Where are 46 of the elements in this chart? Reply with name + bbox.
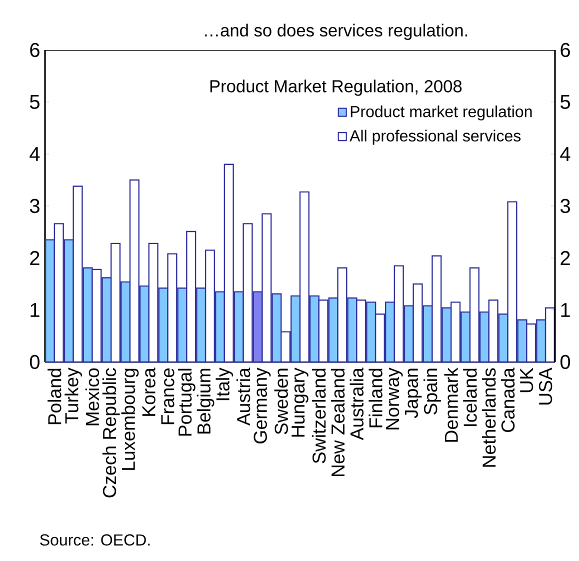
x-tick-label: Germany <box>254 368 271 444</box>
source-note: Source: OECD. <box>40 534 150 546</box>
text: Product Market Regulation, 2008 <box>210 80 462 96</box>
x-tick-label: USA <box>538 368 552 405</box>
x-tick-label: Belgium <box>196 368 214 434</box>
y2-tick-label: 1 <box>30 303 40 317</box>
y-tick-label: 5 <box>560 95 570 109</box>
y-tick-label: 2 <box>560 251 570 265</box>
y2-tick-label: 5 <box>30 95 40 109</box>
x-tick-label: Japan <box>404 368 422 418</box>
x-tick-label: Finland <box>368 368 382 428</box>
legend-label: All professional services <box>350 130 521 145</box>
y-tick-label: 1 <box>561 303 570 317</box>
y2-tick-label: 2 <box>30 251 40 265</box>
x-tick-label: Luxembourg <box>121 368 139 470</box>
x-tick-label: Austria <box>236 368 250 426</box>
x-tick-label: Poland <box>48 368 62 424</box>
x-tick-label: Turkey <box>64 368 82 424</box>
x-tick-label: Czech Republic <box>102 368 120 498</box>
y2-tick-label: 3 <box>30 198 40 214</box>
y-tick-label: 0 <box>560 354 570 370</box>
x-tick-label: Iceland <box>463 368 477 426</box>
x-tick-label: UK <box>520 368 534 392</box>
x-tick-label: New Zealand <box>330 368 345 476</box>
x-tick-label: Hungary <box>292 368 308 437</box>
y2-tick-label: 6 <box>30 42 40 58</box>
chart-title: …and so does services regulation. <box>205 24 468 40</box>
x-tick-label: Canada <box>500 368 515 432</box>
y-tick-label: 6 <box>560 42 570 58</box>
x-tick-label: Mexico <box>85 368 100 426</box>
y2-tick-label: 4 <box>30 147 40 161</box>
x-tick-label: France <box>161 368 174 424</box>
x-tick-label: Netherlands <box>482 368 496 467</box>
x-tick-label: Portugal <box>178 368 196 436</box>
x-tick-label: Switzerland <box>312 368 326 464</box>
x-tick-label: Sweden <box>274 368 288 434</box>
y2-tick-label: 0 <box>30 354 40 370</box>
x-tick-label: Italy <box>216 368 234 400</box>
x-tick-label: Denmark <box>444 368 458 442</box>
x-tick-label: Spain <box>424 368 441 414</box>
x-tick-label: Norway <box>386 368 403 430</box>
y-tick-label: 4 <box>560 147 570 161</box>
x-tick-label: Australia <box>350 368 364 440</box>
x-tick-label: Korea <box>142 368 156 416</box>
y-tick-label: 3 <box>560 198 570 214</box>
legend-label: Product market regulation <box>350 106 532 120</box>
